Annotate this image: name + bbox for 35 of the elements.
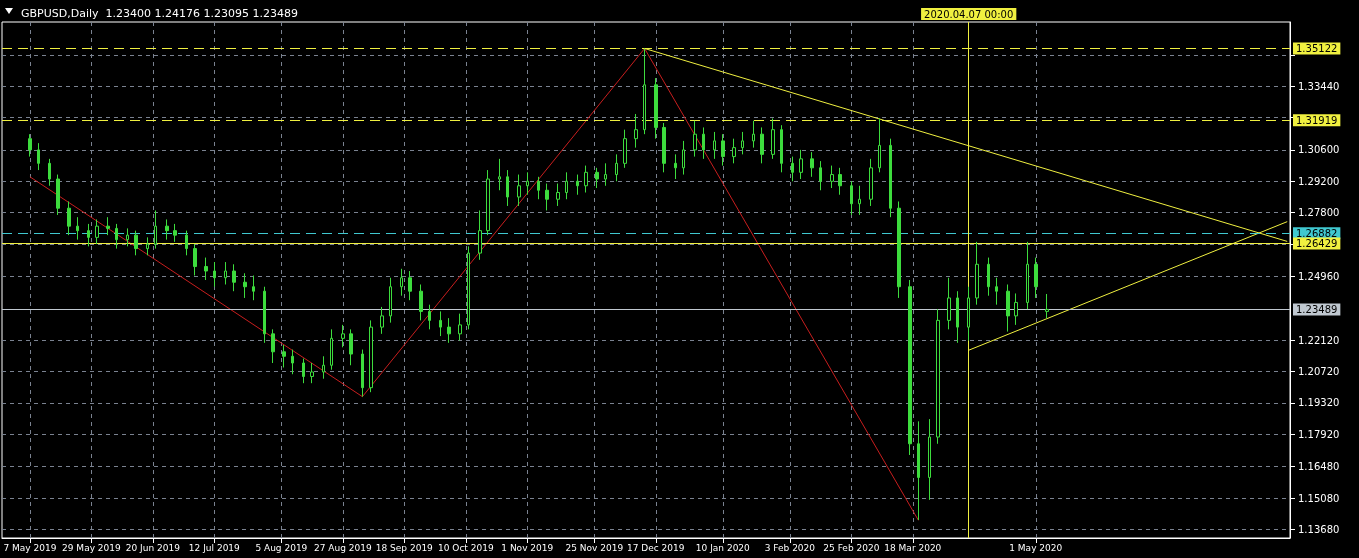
x-tick-label: 17 Dec 2019 [627,542,685,553]
x-tick-label: 1 Nov 2019 [501,542,554,553]
chart-title: GBPUSD,Daily 1.23400 1.24176 1.23095 1.23489 [21,7,298,20]
y-tick-label: 1.19320 [1298,397,1340,409]
y-tick-label: 1.30600 [1298,144,1340,156]
ref-line-label: 1.35122 [1296,42,1338,54]
x-tick-label: 10 Jan 2020 [695,542,751,553]
y-tick-label: 1.13680 [1298,523,1340,535]
x-tick-label: 27 Aug 2019 [314,542,372,553]
x-tick-label: 5 Aug 2019 [255,542,308,553]
y-tick-label: 1.24960 [1298,270,1340,282]
y-tick-label: 1.15080 [1298,492,1340,504]
y-tick-label: 1.33440 [1298,80,1340,92]
x-tick-label: 20 Jun 2019 [125,542,181,553]
ref-line-label: 1.26429 [1296,237,1338,249]
y-tick-label: 1.22120 [1298,334,1340,346]
y-tick-label: 1.20720 [1298,366,1340,378]
ref-line-label: 1.31919 [1296,114,1338,126]
ref-line-label: 1.23489 [1296,303,1338,315]
ref-line-label: 2020.04.07 00:00 [924,8,1014,20]
x-tick-label: 7 May 2019 [3,542,57,553]
x-tick-label: 12 Jul 2019 [188,542,241,553]
y-tick-label: 1.17920 [1298,428,1340,440]
y-tick-label: 1.27800 [1298,207,1340,219]
ref-line-label: 1.26882 [1296,227,1338,239]
x-tick-label: 3 Feb 2020 [764,542,816,553]
x-tick-label: 29 May 2019 [62,542,122,553]
x-tick-label: 25 Nov 2019 [565,542,624,553]
x-tick-label: 18 Sep 2019 [375,542,434,553]
x-tick-label: 1 May 2020 [1009,542,1063,553]
y-tick-label: 1.16480 [1298,461,1340,473]
y-tick-label: 1.29200 [1298,175,1340,187]
x-tick-label: 10 Oct 2019 [437,542,494,553]
x-tick-label: 25 Feb 2020 [823,542,880,553]
x-tick-label: 18 Mar 2020 [884,542,942,553]
